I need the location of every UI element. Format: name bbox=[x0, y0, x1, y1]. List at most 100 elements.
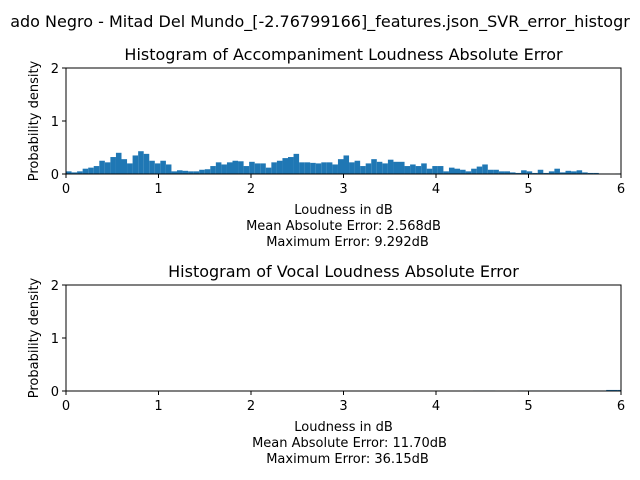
histogram-bar bbox=[432, 166, 438, 174]
histogram-bar bbox=[593, 172, 599, 174]
histogram-bar bbox=[337, 159, 344, 174]
histogram-bar bbox=[343, 155, 350, 174]
histogram-bar bbox=[365, 163, 372, 174]
histogram-bar bbox=[393, 161, 399, 174]
histogram-bar bbox=[521, 170, 527, 174]
histogram-bar bbox=[226, 162, 233, 174]
histogram-bar bbox=[293, 153, 300, 174]
histogram-bar bbox=[160, 160, 166, 174]
histogram-bar bbox=[410, 164, 416, 174]
histogram-bar bbox=[243, 166, 250, 174]
histogram-bar bbox=[93, 166, 100, 174]
histogram-bar bbox=[304, 162, 311, 174]
histogram-bar bbox=[149, 160, 155, 174]
histogram-bar bbox=[260, 163, 266, 174]
y-tick-label: 1 bbox=[51, 332, 59, 347]
histogram-bar bbox=[71, 172, 78, 174]
histogram-bar bbox=[426, 168, 433, 174]
x-axis-ticks: 0 1 2 3 4 5 6 bbox=[62, 391, 625, 414]
histogram-bar bbox=[554, 168, 560, 174]
histogram-bar bbox=[582, 172, 588, 174]
histogram-bar bbox=[376, 161, 383, 174]
histogram-bar bbox=[188, 171, 194, 174]
histogram-bar bbox=[606, 389, 618, 391]
y-tick-label: 2 bbox=[51, 62, 59, 77]
y-tick-label: 2 bbox=[51, 279, 59, 294]
max-error-annotation: Maximum Error: 36.15dB bbox=[266, 452, 429, 467]
histogram-bar bbox=[299, 162, 305, 174]
histogram-bar bbox=[115, 152, 122, 174]
histogram-bar bbox=[104, 162, 111, 174]
histogram-bar bbox=[321, 162, 327, 174]
max-error-annotation: Maximum Error: 9.292dB bbox=[266, 235, 429, 250]
histogram-bar bbox=[437, 166, 444, 174]
histogram-bar bbox=[249, 161, 255, 174]
histogram-bar bbox=[82, 168, 89, 174]
histogram-bar bbox=[210, 166, 216, 174]
histogram-bar bbox=[315, 163, 322, 174]
histogram-bar bbox=[99, 160, 105, 174]
histogram-bar bbox=[399, 161, 405, 174]
chart-title: Histogram of Accompaniment Loudness Abso… bbox=[124, 45, 563, 64]
histogram-bar bbox=[487, 169, 494, 174]
histogram-bar bbox=[199, 169, 205, 174]
histogram-bar bbox=[143, 153, 150, 174]
histogram-bar bbox=[515, 172, 522, 174]
histogram-bar bbox=[165, 164, 172, 174]
chart-title: Histogram of Vocal Loudness Absolute Err… bbox=[168, 262, 519, 281]
histogram-bar bbox=[332, 164, 338, 174]
plot-frame bbox=[65, 284, 622, 392]
x-tick-label: 6 bbox=[617, 399, 625, 414]
histogram-bar bbox=[204, 169, 211, 174]
histogram-bar bbox=[215, 162, 222, 174]
histogram-bar bbox=[326, 162, 333, 174]
histogram-bar bbox=[354, 160, 361, 174]
x-axis-label: Loudness in dB bbox=[294, 420, 393, 435]
histogram-bar bbox=[443, 171, 449, 174]
accompaniment-histogram: Histogram of Accompaniment Loudness Abso… bbox=[27, 45, 625, 250]
histogram-bar bbox=[265, 167, 272, 174]
x-tick-label: 4 bbox=[432, 399, 440, 414]
x-tick-label: 4 bbox=[432, 182, 440, 197]
histogram-bar bbox=[576, 170, 583, 174]
y-tick-label: 0 bbox=[51, 385, 59, 400]
x-tick-label: 1 bbox=[154, 182, 162, 197]
histogram-bar bbox=[171, 171, 177, 174]
histogram-bar bbox=[288, 157, 294, 174]
y-axis-ticks: 0 1 2 bbox=[51, 279, 66, 400]
histogram-bar bbox=[127, 163, 133, 174]
x-tick-label: 2 bbox=[247, 399, 255, 414]
histogram-bar bbox=[498, 171, 505, 174]
mean-error-annotation: Mean Absolute Error: 2.568dB bbox=[246, 219, 441, 234]
histogram-bar bbox=[232, 160, 239, 174]
histogram-bars bbox=[66, 151, 621, 174]
histogram-bar bbox=[404, 166, 411, 174]
histogram-bar bbox=[371, 159, 377, 174]
histogram-bar bbox=[121, 159, 128, 174]
y-axis-label: Probability density bbox=[27, 277, 42, 398]
histogram-bar bbox=[154, 163, 161, 174]
histogram-bar bbox=[460, 169, 466, 174]
histogram-bar bbox=[471, 168, 477, 174]
histogram-bar bbox=[177, 170, 183, 174]
histogram-bar bbox=[110, 157, 116, 174]
histogram-bar bbox=[415, 166, 422, 174]
histogram-bar bbox=[221, 164, 227, 174]
x-tick-label: 5 bbox=[524, 399, 532, 414]
histogram-bar bbox=[571, 171, 577, 174]
x-tick-label: 2 bbox=[247, 182, 255, 197]
histogram-bar bbox=[565, 170, 572, 174]
histogram-bar bbox=[138, 151, 144, 174]
histogram-bar bbox=[254, 163, 261, 174]
histogram-bar bbox=[617, 389, 621, 391]
histogram-bar bbox=[360, 166, 366, 174]
vocal-histogram: Histogram of Vocal Loudness Absolute Err… bbox=[27, 262, 625, 467]
histogram-bar bbox=[421, 163, 427, 174]
histogram-bar bbox=[271, 162, 277, 174]
y-tick-label: 0 bbox=[51, 168, 59, 183]
histogram-bar bbox=[193, 171, 200, 174]
x-tick-label: 6 bbox=[617, 182, 625, 197]
histogram-bar bbox=[387, 159, 394, 174]
x-tick-label: 0 bbox=[62, 182, 70, 197]
